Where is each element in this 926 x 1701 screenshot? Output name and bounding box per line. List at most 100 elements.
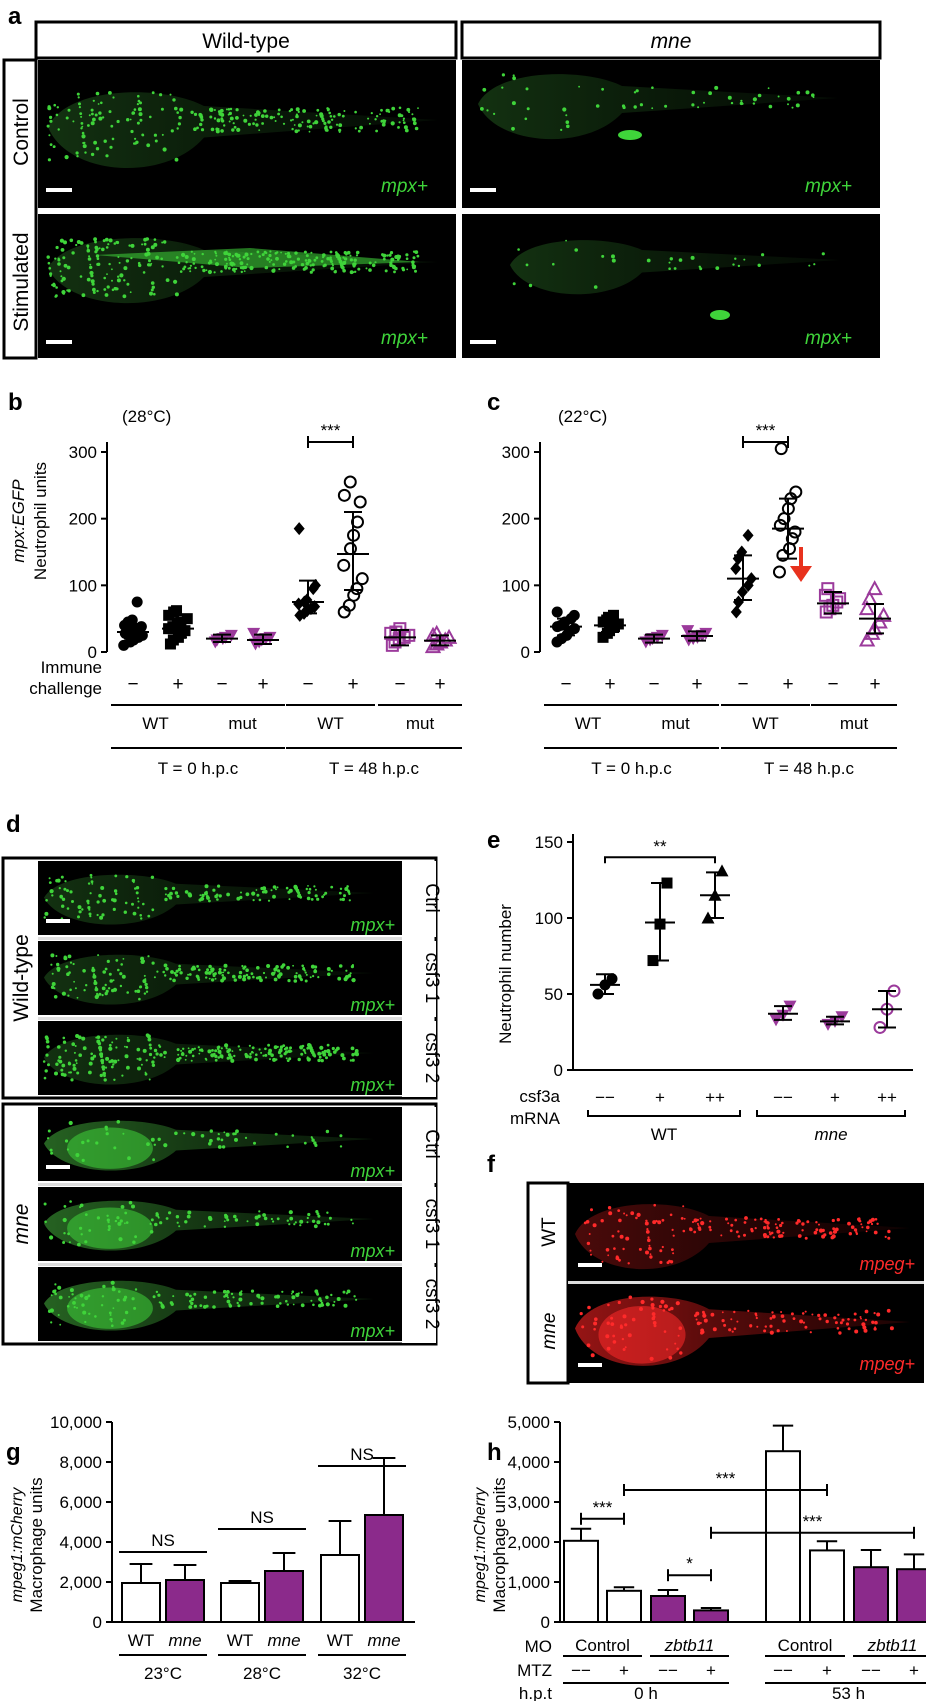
fluorescent-cell: [627, 1333, 632, 1338]
fluorescent-cell: [660, 1299, 665, 1304]
fluorescent-cell: [293, 124, 296, 126]
fluorescent-cell: [228, 120, 231, 123]
fluorescent-cell: [72, 1042, 75, 1046]
fluorescent-cell: [61, 904, 65, 908]
fluorescent-cell: [43, 916, 46, 919]
fluorescent-cell: [113, 1146, 117, 1150]
fluorescent-cell: [340, 265, 344, 269]
fluorescent-cell: [624, 1346, 627, 1349]
fluorescent-cell: [338, 128, 342, 132]
fluorescent-cell: [700, 1221, 705, 1226]
fluorescent-cell: [123, 279, 126, 282]
fluorescent-cell: [749, 1325, 752, 1328]
fluorescent-cell: [781, 1221, 784, 1225]
fluorescent-cell: [90, 274, 94, 278]
fluorescent-cell: [95, 1036, 98, 1039]
fluorescent-cell: [862, 1325, 865, 1329]
fluorescent-cell: [346, 885, 349, 888]
fluorescent-cell: [565, 239, 567, 242]
fluorescent-cell: [777, 1218, 780, 1221]
fluorescent-cell: [53, 103, 56, 107]
fluorescent-cell: [113, 1078, 116, 1082]
fluorescent-cell: [190, 1297, 195, 1302]
marker-label: mpeg+: [859, 1254, 915, 1274]
fluorescent-cell: [65, 965, 69, 969]
fluorescent-cell: [145, 237, 149, 241]
fluorescent-cell: [244, 1136, 248, 1139]
data-point: [179, 625, 191, 637]
fluorescent-cell: [116, 119, 120, 124]
fluorescent-cell: [85, 984, 88, 987]
fluorescent-cell: [151, 1060, 155, 1064]
fluorescent-cell: [873, 1230, 878, 1235]
fluorescent-cell: [669, 257, 673, 261]
fluorescent-cell: [100, 1304, 104, 1307]
fluorescent-cell: [590, 1208, 593, 1212]
fluorescent-cell: [111, 1287, 116, 1292]
fluorescent-cell: [109, 1314, 112, 1316]
fluorescent-cell: [188, 1049, 193, 1054]
fluorescent-cell: [110, 124, 114, 128]
fluorescent-cell: [113, 889, 118, 893]
data-point: [347, 588, 361, 602]
fluorescent-cell: [369, 122, 371, 125]
fluorescent-cell: [63, 263, 68, 268]
fluorescent-cell: [220, 270, 223, 273]
fluorescent-cell: [77, 1035, 82, 1040]
fluorescent-cell: [129, 118, 132, 121]
fluorescent-cell: [55, 113, 59, 117]
fluorescent-cell: [795, 1221, 799, 1225]
fluorescent-cell: [307, 1212, 311, 1217]
fluorescent-cell: [696, 1222, 699, 1225]
fluorescent-cell: [622, 1247, 625, 1251]
fluorescent-cell: [579, 1312, 583, 1316]
fluorescent-cell: [62, 1036, 66, 1040]
fluorescent-cell: [107, 1221, 110, 1224]
fluorescent-cell: [763, 1235, 767, 1239]
fluorescent-cell: [134, 137, 137, 140]
y-tick-label: 2,000: [59, 1573, 102, 1592]
fluorescent-cell: [75, 151, 79, 155]
challenge-sign: +: [869, 674, 880, 695]
fluorescent-cell: [78, 106, 81, 109]
fluorescent-cell: [332, 1303, 335, 1307]
fluorescent-cell: [267, 899, 271, 902]
group-label: mut: [228, 714, 257, 733]
fluorescent-cell: [618, 130, 642, 140]
fluorescent-cell: [177, 967, 182, 972]
fluorescent-cell: [622, 1314, 627, 1319]
fluorescent-cell: [865, 1230, 868, 1233]
fluorescent-cell: [89, 263, 92, 266]
significance-label: NS: [151, 1531, 175, 1550]
fluorescent-cell: [258, 129, 261, 132]
fluorescent-cell: [280, 115, 283, 119]
fluorescent-cell: [153, 1056, 156, 1059]
fluorescent-cell: [69, 961, 73, 964]
fluorescent-cell: [353, 1295, 356, 1298]
data-point: [655, 629, 669, 642]
significance-label: *: [686, 1554, 693, 1573]
y-tick-label: 0: [521, 643, 530, 662]
fluorescent-cell: [81, 134, 86, 139]
fluorescent-cell: [124, 1054, 129, 1059]
panel-f: WT mne mpeg+ mpeg+: [526, 1181, 924, 1385]
fluorescent-cell: [64, 880, 67, 883]
fluorescent-cell: [593, 285, 598, 289]
fluorescent-cell: [405, 128, 408, 131]
fluorescent-cell: [342, 1290, 346, 1294]
fluorescent-cell: [260, 114, 265, 118]
fluorescent-cell: [193, 112, 198, 116]
scale-bar: [46, 188, 72, 192]
fluorescent-cell: [666, 1261, 670, 1265]
y-tick-label: 50: [544, 985, 563, 1004]
fluorescent-cell: [727, 95, 732, 100]
fluorescent-cell: [99, 915, 104, 920]
fluorescent-cell: [76, 996, 79, 999]
data-point: [785, 532, 799, 546]
fluorescent-cell: [336, 1046, 340, 1051]
fluorescent-cell: [48, 134, 51, 137]
fluorescent-cell: [606, 1346, 611, 1351]
fluorescent-cell: [139, 101, 142, 105]
fluorescent-cell: [113, 1059, 118, 1064]
fluorescent-cell: [318, 1297, 322, 1302]
